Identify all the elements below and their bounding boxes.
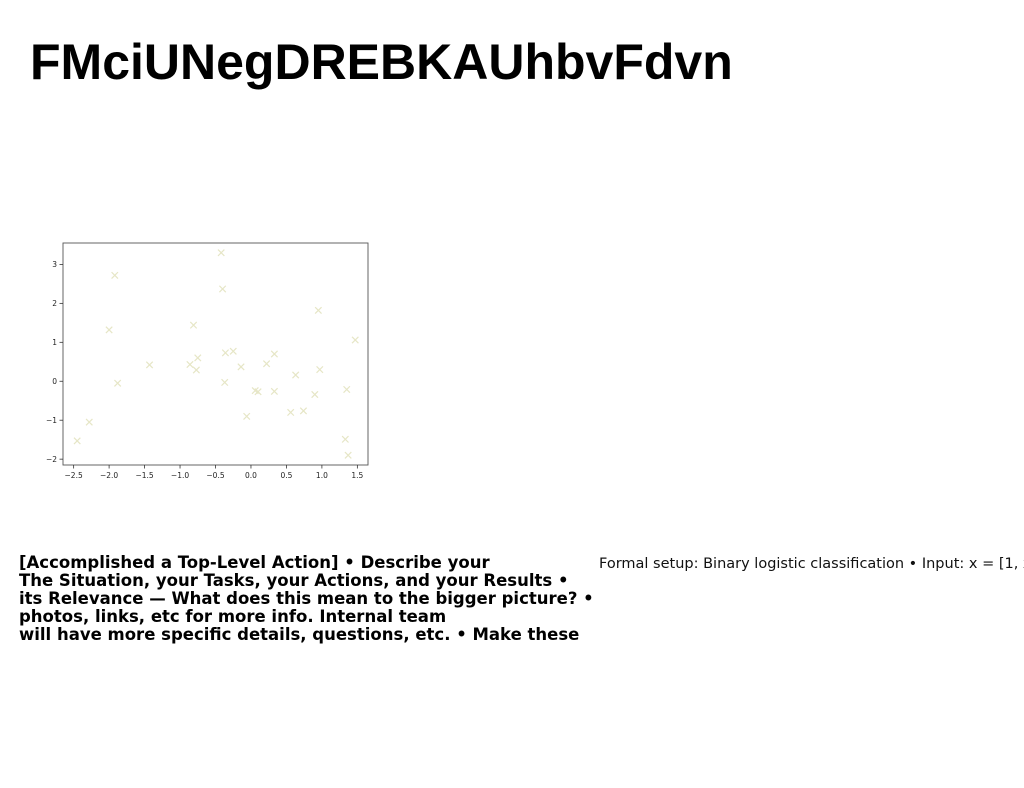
data-point [270,350,278,358]
data-point [194,354,202,362]
x-tick-label: −2.0 [100,471,118,480]
body-left-line: its Relevance — What does this mean to t… [19,589,594,608]
scatter-plot-svg: −2.5 −2.0 −1.5 −1.0 −0.5 0.0 0.5 1.0 1.5 −2 −1 0 1 2 3 [46,242,369,480]
y-tick-label: −2 [46,455,57,464]
data-point [217,249,225,257]
slide-title: FMciUNegDREBKAUhbvFdvn [30,34,733,90]
data-point [341,435,349,443]
data-point [189,321,198,329]
data-point [351,336,359,344]
x-tick-label: 0.0 [245,471,257,480]
data-point [243,412,251,420]
body-text-right: Formal setup: Binary logistic classifica… [599,556,1024,572]
data-point [270,387,278,396]
data-point [229,347,237,355]
data-point [73,437,81,445]
scatter-chart: −2.5 −2.0 −1.5 −1.0 −0.5 0.0 0.5 1.0 1.5 −2 −1 0 1 2 3 [30,232,376,484]
body-left-line: The Situation, your Tasks, your Actions,… [19,571,569,590]
x-tick-label: 1.0 [316,471,328,480]
data-point [237,363,245,371]
data-point [314,306,322,315]
x-tick-label: −1.0 [171,471,189,480]
y-tick-label: 3 [52,260,57,269]
body-left-line: [Accomplished a Top-Level Action] • Desc… [19,553,490,572]
data-point [113,379,122,387]
data-point [105,326,113,334]
data-point [311,390,319,399]
x-tick-label: −1.5 [135,471,153,480]
data-point [111,271,119,279]
y-tick-label: 1 [52,338,57,347]
y-tick-label: −1 [46,416,57,425]
x-tick-label: −0.5 [206,471,224,480]
y-tick-label: 0 [52,377,57,386]
x-tick-label: 0.5 [280,471,292,480]
data-point [192,366,200,374]
data-point [186,360,194,369]
body-left-line: photos, links, etc for more info. Intern… [19,607,447,626]
x-tick-label: 1.5 [351,471,363,480]
data-point [218,285,227,293]
data-point [343,385,351,394]
data-point [145,361,154,369]
x-tick-label: −2.5 [65,471,83,480]
data-point [221,349,230,357]
data-point [254,388,262,396]
plot-frame [62,242,369,466]
data-point [316,365,324,374]
body-left-line: will have more specific details, questio… [19,625,580,644]
data-point [287,408,295,417]
data-point [262,360,271,368]
y-tick-label: 2 [52,299,57,308]
body-text-left: [Accomplished a Top-Level Action] • Desc… [19,553,594,644]
data-point [299,407,308,415]
data-point [344,451,352,459]
data-point [85,418,93,426]
data-point [221,378,229,387]
data-point [292,371,300,379]
